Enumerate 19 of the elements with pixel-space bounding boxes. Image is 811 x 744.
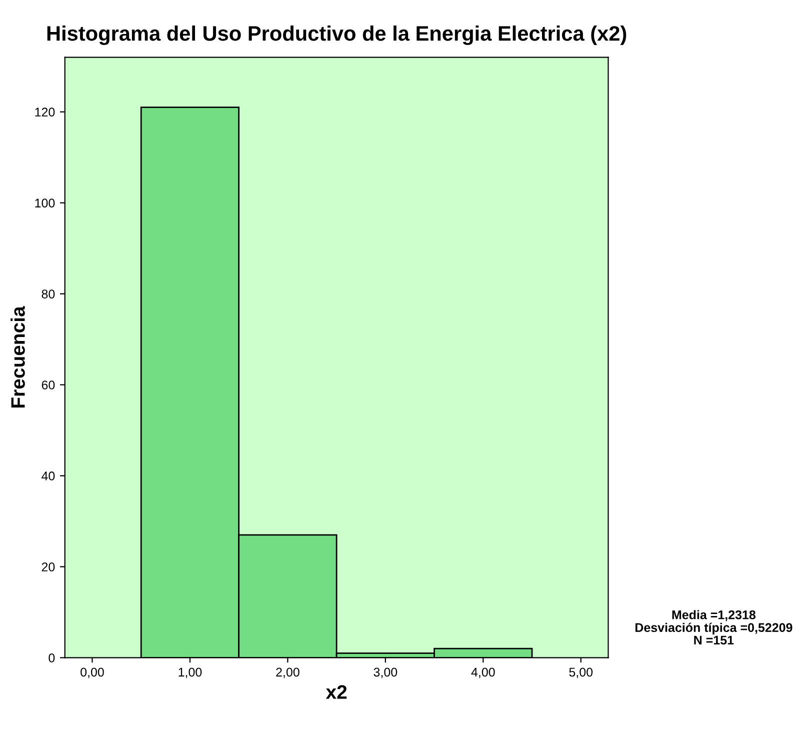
x-tick-label: 0,00	[80, 668, 104, 678]
y-tick-label: 40	[42, 472, 55, 480]
x-tick-label: 3,00	[374, 668, 398, 678]
y-axis-title: Frecuencia	[10, 306, 25, 408]
y-tick-label: 120	[35, 108, 55, 117]
x-tick-label: 4,00	[471, 668, 495, 678]
y-tick-label: 80	[42, 290, 55, 298]
text: N =151	[694, 636, 734, 645]
text: Desviación típica =0,52209	[635, 622, 792, 634]
chart-title: Histograma del Uso Productivo de la Energia Electrica (x2)	[47, 26, 626, 46]
x-axis-title: x2	[326, 685, 347, 699]
x-tick-label: 1,00	[178, 668, 202, 678]
x-tick-label: 5,00	[569, 668, 593, 678]
x-tick-label: 2,00	[276, 668, 300, 678]
y-tick-label: 60	[42, 380, 55, 390]
text: Media =1,2318	[672, 610, 756, 622]
y-tick-label: 0	[48, 653, 55, 662]
y-tick-label: 20	[42, 562, 55, 572]
y-tick-label: 100	[35, 198, 55, 208]
